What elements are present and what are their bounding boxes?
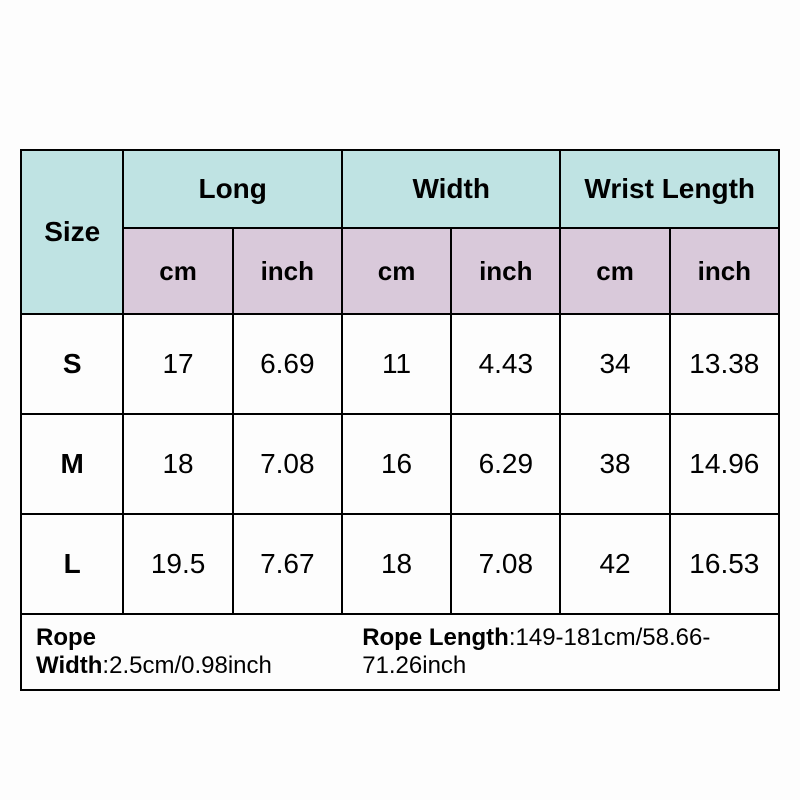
- footer-cell: Rope Width:2.5cm/0.98inch Rope Length:14…: [21, 614, 779, 690]
- footer-row: Rope Width:2.5cm/0.98inch Rope Length:14…: [21, 614, 779, 690]
- size-cell: L: [21, 514, 123, 614]
- table-row: L 19.5 7.67 18 7.08 42 16.53: [21, 514, 779, 614]
- footer-label: Rope Width: [36, 624, 102, 679]
- value-cell: 11: [342, 314, 451, 414]
- value-cell: 7.67: [233, 514, 342, 614]
- header-unit: inch: [233, 228, 342, 314]
- value-cell: 4.43: [451, 314, 560, 414]
- header-unit: cm: [560, 228, 669, 314]
- value-cell: 7.08: [451, 514, 560, 614]
- size-cell: M: [21, 414, 123, 514]
- value-cell: 18: [123, 414, 232, 514]
- footer-label: Rope Length: [362, 624, 509, 651]
- value-cell: 38: [560, 414, 669, 514]
- value-cell: 16: [342, 414, 451, 514]
- value-cell: 19.5: [123, 514, 232, 614]
- header-width: Width: [342, 150, 561, 228]
- header-unit: inch: [451, 228, 560, 314]
- size-cell: S: [21, 314, 123, 414]
- header-long: Long: [123, 150, 342, 228]
- value-cell: 13.38: [670, 314, 779, 414]
- header-row-units: cm inch cm inch cm inch: [21, 228, 779, 314]
- value-cell: 6.69: [233, 314, 342, 414]
- header-unit: cm: [342, 228, 451, 314]
- value-cell: 6.29: [451, 414, 560, 514]
- header-unit: cm: [123, 228, 232, 314]
- header-wrist: Wrist Length: [560, 150, 779, 228]
- value-cell: 7.08: [233, 414, 342, 514]
- size-table: Size Long Width Wrist Length cm inch cm …: [20, 149, 780, 691]
- value-cell: 34: [560, 314, 669, 414]
- header-unit: inch: [670, 228, 779, 314]
- value-cell: 18: [342, 514, 451, 614]
- footer-rope-length: Rope Length:149-181cm/58.66-71.26inch: [362, 624, 778, 680]
- value-cell: 14.96: [670, 414, 779, 514]
- header-row-measures: Size Long Width Wrist Length: [21, 150, 779, 228]
- value-cell: 42: [560, 514, 669, 614]
- size-table-container: Size Long Width Wrist Length cm inch cm …: [20, 149, 780, 691]
- table-row: S 17 6.69 11 4.43 34 13.38: [21, 314, 779, 414]
- value-cell: 16.53: [670, 514, 779, 614]
- footer-value: 2.5cm/0.98inch: [109, 652, 272, 679]
- header-size: Size: [21, 150, 123, 314]
- value-cell: 17: [123, 314, 232, 414]
- footer-rope-width: Rope Width:2.5cm/0.98inch: [36, 624, 314, 680]
- table-row: M 18 7.08 16 6.29 38 14.96: [21, 414, 779, 514]
